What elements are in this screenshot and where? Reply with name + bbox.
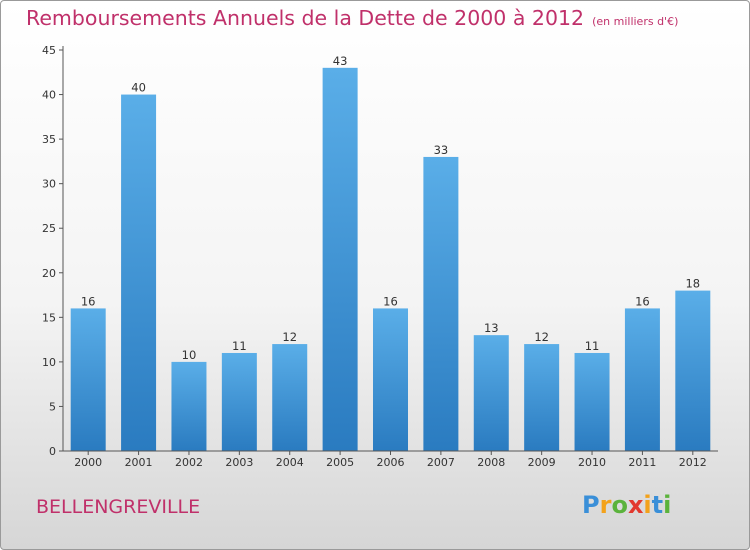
bar-value-label: 18 xyxy=(685,277,700,291)
logo-letter: t xyxy=(651,491,664,519)
bar-value-label: 16 xyxy=(81,294,96,308)
x-tick-label: 2001 xyxy=(125,456,153,469)
x-tick-label: 2011 xyxy=(628,456,656,469)
bar-value-label: 11 xyxy=(585,339,600,353)
bar-value-label: 11 xyxy=(232,339,247,353)
y-tick-label: 30 xyxy=(42,178,56,191)
x-tick-label: 2002 xyxy=(175,456,203,469)
x-tick-label: 2006 xyxy=(377,456,405,469)
bar-value-label: 13 xyxy=(484,321,499,335)
bar-2005 xyxy=(322,67,358,452)
x-tick-label: 2005 xyxy=(326,456,354,469)
x-tick-label: 2008 xyxy=(477,456,505,469)
logo-letter: x xyxy=(627,491,644,519)
bar-2012 xyxy=(675,290,711,451)
x-tick-label: 2012 xyxy=(679,456,707,469)
bar-2002 xyxy=(171,361,207,451)
bar-value-label: 12 xyxy=(282,330,297,344)
y-tick-label: 5 xyxy=(49,400,56,413)
logo-letter: P xyxy=(582,491,600,519)
x-tick-label: 2009 xyxy=(528,456,556,469)
x-tick-label: 2007 xyxy=(427,456,455,469)
chart-subtitle: (en milliers d'€) xyxy=(592,15,679,28)
bar-value-label: 40 xyxy=(131,81,146,95)
bar-2008 xyxy=(473,335,509,451)
x-tick-label: 2000 xyxy=(74,456,102,469)
bar-2006 xyxy=(373,308,408,451)
proxiti-logo[interactable]: Proxiti xyxy=(582,491,671,519)
bar-2004 xyxy=(272,344,308,451)
location-name: BELLENGREVILLE xyxy=(36,496,201,518)
bar-value-label: 43 xyxy=(333,54,348,68)
bar-2001 xyxy=(121,94,157,452)
bar-2003 xyxy=(221,352,257,451)
y-tick-label: 20 xyxy=(42,267,56,280)
y-tick-label: 25 xyxy=(42,222,56,235)
chart-title: Remboursements Annuels de la Dette de 20… xyxy=(26,6,678,30)
bar-value-label: 10 xyxy=(182,348,197,362)
bar-value-label: 33 xyxy=(434,143,449,157)
bar-2000 xyxy=(70,308,106,451)
bar-2010 xyxy=(574,352,610,451)
bar-2009 xyxy=(524,344,560,451)
logo-letter: i xyxy=(643,491,652,519)
bar-2007 xyxy=(423,156,459,451)
y-tick-label: 10 xyxy=(42,356,56,369)
x-tick-label: 2010 xyxy=(578,456,606,469)
logo-letter: i xyxy=(663,491,672,519)
bar-value-label: 16 xyxy=(383,294,398,308)
logo-letter: r xyxy=(599,491,612,519)
x-tick-label: 2004 xyxy=(276,456,304,469)
bar-value-label: 16 xyxy=(635,294,650,308)
y-tick-label: 40 xyxy=(42,89,56,102)
y-tick-label: 0 xyxy=(49,445,56,458)
bar-value-label: 12 xyxy=(534,330,549,344)
x-tick-label: 2003 xyxy=(225,456,253,469)
y-tick-label: 15 xyxy=(42,311,56,324)
y-tick-label: 45 xyxy=(42,44,56,57)
chart-title-text: Remboursements Annuels de la Dette de 20… xyxy=(26,6,585,30)
logo-letter: o xyxy=(611,491,628,519)
bar-2011 xyxy=(624,308,660,451)
y-tick-label: 35 xyxy=(42,133,56,146)
